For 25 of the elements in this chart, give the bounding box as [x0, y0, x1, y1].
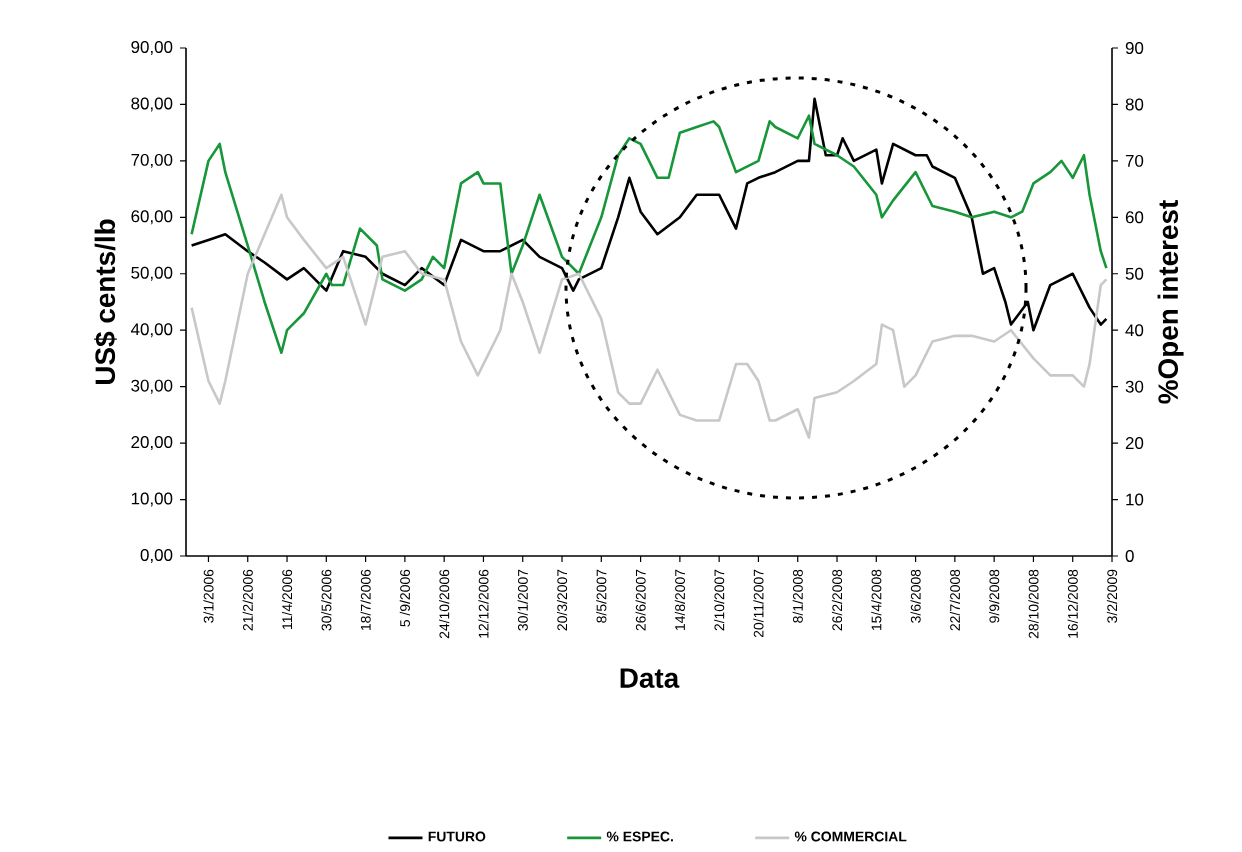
line-series — [190, 114, 1108, 354]
y-tick-label: 30,00 — [131, 379, 173, 394]
y-tick-label: 0,00 — [140, 548, 173, 563]
y-tick-label: 10,00 — [131, 492, 173, 507]
y2-tick-label: 70 — [1125, 154, 1144, 167]
y-tick-label: 60,00 — [131, 210, 173, 225]
y-tick-label: 40,00 — [130, 323, 173, 338]
y2-tick-label: 80 — [1125, 98, 1144, 111]
y-tick-label: 20,00 — [131, 435, 173, 450]
y-axis-title: US$ cents/lb — [94, 219, 117, 384]
y-tick-label: 70,00 — [131, 153, 173, 168]
y2-tick-label: 30 — [1125, 380, 1144, 393]
y-tick-label: 50,00 — [131, 266, 173, 281]
y2-axis-title: %Open interest — [1157, 199, 1184, 404]
x-axis-title: Data — [620, 668, 680, 688]
y-tick-label: 90,00 — [131, 40, 173, 55]
line-series — [190, 193, 1108, 439]
y2-tick-label: 10 — [1126, 493, 1144, 506]
y2-tick-label: 0 — [1125, 549, 1134, 562]
y2-tick-label: 60 — [1125, 211, 1144, 224]
y2-tick-label: 90 — [1125, 41, 1144, 54]
y2-tick-label: 40 — [1125, 324, 1144, 337]
y2-tick-label: 20 — [1125, 436, 1144, 449]
y-tick-label: 80,00 — [131, 97, 173, 112]
y2-tick-label: 50 — [1125, 267, 1144, 280]
